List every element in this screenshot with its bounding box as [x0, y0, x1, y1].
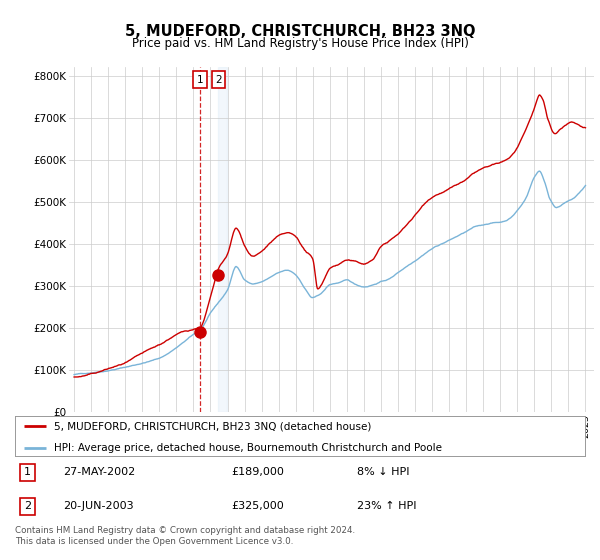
Text: 27-MAY-2002: 27-MAY-2002: [64, 467, 136, 477]
Text: 2: 2: [215, 75, 222, 85]
Text: £325,000: £325,000: [232, 501, 284, 511]
Text: £189,000: £189,000: [232, 467, 284, 477]
Text: Contains HM Land Registry data © Crown copyright and database right 2024.
This d: Contains HM Land Registry data © Crown c…: [15, 526, 355, 546]
Text: 2: 2: [24, 501, 31, 511]
Bar: [218, 67, 227, 412]
Text: 5, MUDEFORD, CHRISTCHURCH, BH23 3NQ: 5, MUDEFORD, CHRISTCHURCH, BH23 3NQ: [125, 24, 475, 39]
Text: 8% ↓ HPI: 8% ↓ HPI: [357, 467, 409, 477]
Text: 20-JUN-2003: 20-JUN-2003: [64, 501, 134, 511]
Text: 1: 1: [24, 467, 31, 477]
Text: 23% ↑ HPI: 23% ↑ HPI: [357, 501, 416, 511]
Text: Price paid vs. HM Land Registry's House Price Index (HPI): Price paid vs. HM Land Registry's House …: [131, 37, 469, 50]
Text: HPI: Average price, detached house, Bournemouth Christchurch and Poole: HPI: Average price, detached house, Bour…: [54, 442, 442, 452]
Text: 1: 1: [197, 75, 203, 85]
Text: 5, MUDEFORD, CHRISTCHURCH, BH23 3NQ (detached house): 5, MUDEFORD, CHRISTCHURCH, BH23 3NQ (det…: [54, 421, 371, 431]
